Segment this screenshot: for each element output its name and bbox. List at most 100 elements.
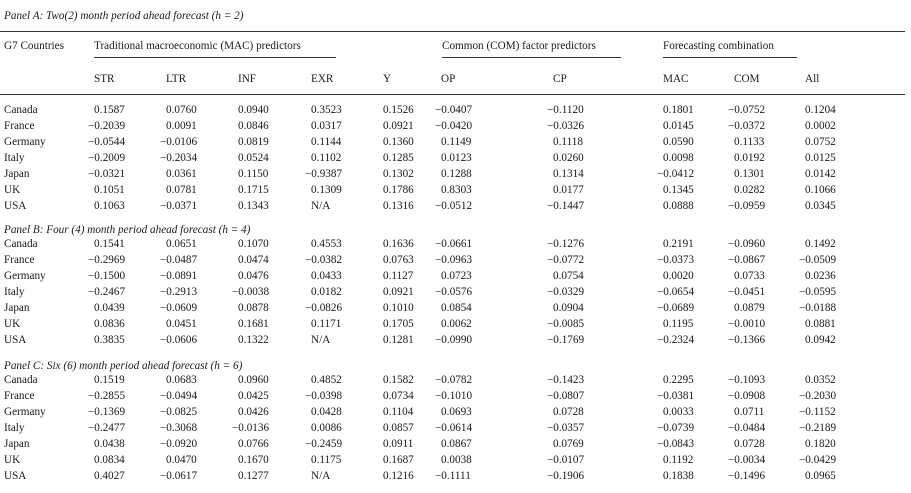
table-cell: 0.1118 (553, 136, 583, 148)
table-cell: 0.1345 (663, 184, 694, 196)
column-header: CP (553, 73, 567, 85)
table-cell: −0.1111 (435, 470, 471, 482)
table-cell: 0.0038 (441, 454, 472, 466)
table-cell: 0.1492 (805, 238, 836, 250)
table-cell: 0.0760 (166, 104, 197, 116)
table-cell: 0.0428 (311, 406, 342, 418)
table-cell: 0.0425 (238, 390, 269, 402)
table-cell: 0.0260 (553, 152, 584, 164)
table-cell: −0.0739 (657, 422, 695, 434)
table-cell: 0.1670 (238, 454, 269, 466)
table-cell: −0.0106 (160, 136, 198, 148)
panel-title: Panel A: Two(2) month period ahead forec… (4, 10, 244, 22)
table-cell: 0.1302 (383, 168, 414, 180)
table-cell: 0.4852 (311, 374, 342, 386)
table-cell: 0.0439 (94, 302, 125, 314)
table-cell: 0.0236 (805, 270, 836, 282)
table-row-country: UK (4, 184, 21, 196)
table-cell: −0.0908 (728, 390, 766, 402)
table-cell: −0.1423 (547, 374, 585, 386)
header-group-combination: Forecasting combination (663, 40, 774, 52)
table-cell: −0.0420 (435, 120, 473, 132)
table-cell: 0.0733 (734, 270, 765, 282)
table-cell: 0.0142 (805, 168, 836, 180)
table-cell: 0.0476 (238, 270, 269, 282)
table-cell: −0.0772 (547, 254, 585, 266)
table-cell: −0.0326 (547, 120, 585, 132)
table-cell: −0.0826 (305, 302, 343, 314)
panel-title: Panel C: Six (6) month period ahead fore… (4, 360, 243, 372)
table-cell: −0.0661 (435, 238, 473, 250)
table-cell: −0.0451 (728, 286, 766, 298)
table-cell: 0.1636 (383, 238, 414, 250)
table-cell: 0.0282 (734, 184, 765, 196)
table-cell: 0.1705 (383, 318, 414, 330)
table-cell: −0.0843 (657, 438, 695, 450)
table-cell: 0.1066 (805, 184, 836, 196)
table-cell: −0.0136 (232, 422, 270, 434)
table-cell: 0.0177 (553, 184, 584, 196)
table-row-country: Japan (4, 302, 30, 314)
table-cell: 0.0942 (805, 334, 836, 346)
table-cell: 0.0911 (383, 438, 414, 450)
table-cell: 0.0763 (383, 254, 414, 266)
table-cell: −0.0963 (435, 254, 473, 266)
table-cell: −0.1496 (728, 470, 766, 482)
table-cell: 0.1820 (805, 438, 836, 450)
table-cell: −0.0329 (547, 286, 585, 298)
table-row-country: Japan (4, 438, 30, 450)
table-cell: −0.0617 (160, 470, 198, 482)
table-cell: 0.1526 (383, 104, 414, 116)
table-row-country: USA (4, 470, 27, 482)
table-cell: 0.0002 (805, 120, 836, 132)
table-row-country: France (4, 120, 35, 132)
column-header: Y (383, 73, 392, 85)
table-cell: −0.0494 (160, 390, 198, 402)
table-cell: 0.0182 (311, 286, 342, 298)
table-cell: 0.0881 (805, 318, 836, 330)
table-cell: 0.1144 (311, 136, 342, 148)
table-cell: 0.1801 (663, 104, 694, 116)
table-cell: 0.0888 (663, 200, 694, 212)
table-cell: 0.2295 (663, 374, 694, 386)
table-cell: 0.1316 (383, 200, 414, 212)
table-cell: 0.1175 (311, 454, 342, 466)
table-cell: 0.0857 (383, 422, 414, 434)
table-cell: −0.0614 (435, 422, 473, 434)
table-cell: 0.0878 (238, 302, 269, 314)
table-cell: 0.0474 (238, 254, 269, 266)
table-row-country: Italy (4, 286, 25, 298)
table-row-country: France (4, 254, 35, 266)
table-cell: 0.0854 (441, 302, 472, 314)
table-cell: 0.0921 (383, 120, 414, 132)
table-row-country: Japan (4, 168, 30, 180)
table-cell: 0.1360 (383, 136, 414, 148)
table-cell: −0.0609 (160, 302, 198, 314)
table-cell: 0.1127 (383, 270, 414, 282)
table-cell: 0.1786 (383, 184, 414, 196)
table-cell: 0.0846 (238, 120, 269, 132)
table-cell: −0.1447 (547, 200, 585, 212)
table-cell: 0.1681 (238, 318, 269, 330)
table-cell: −0.0429 (799, 454, 837, 466)
table-cell: −0.0867 (728, 254, 766, 266)
table-cell: −0.0606 (160, 334, 198, 346)
table-cell: 0.0693 (441, 406, 472, 418)
table-cell: N/A (311, 470, 331, 482)
table-cell: −0.1500 (88, 270, 126, 282)
table-cell: −0.0373 (657, 254, 695, 266)
table-cell: 0.1314 (553, 168, 584, 180)
table-cell: 0.0769 (553, 438, 584, 450)
table-cell: 0.0524 (238, 152, 269, 164)
table-cell: −0.0782 (435, 374, 473, 386)
table-cell: 0.1322 (238, 334, 269, 346)
panel-title: Panel B: Four (4) month period ahead for… (4, 224, 251, 236)
table-cell: 0.0651 (166, 238, 197, 250)
table-cell: −0.1120 (547, 104, 584, 116)
table-cell: 0.1277 (238, 470, 269, 482)
column-header: COM (734, 73, 760, 85)
table-cell: 0.1285 (383, 152, 414, 164)
table-cell: 0.0711 (734, 406, 765, 418)
group-underline (94, 57, 336, 58)
table-cell: −0.0595 (799, 286, 837, 298)
